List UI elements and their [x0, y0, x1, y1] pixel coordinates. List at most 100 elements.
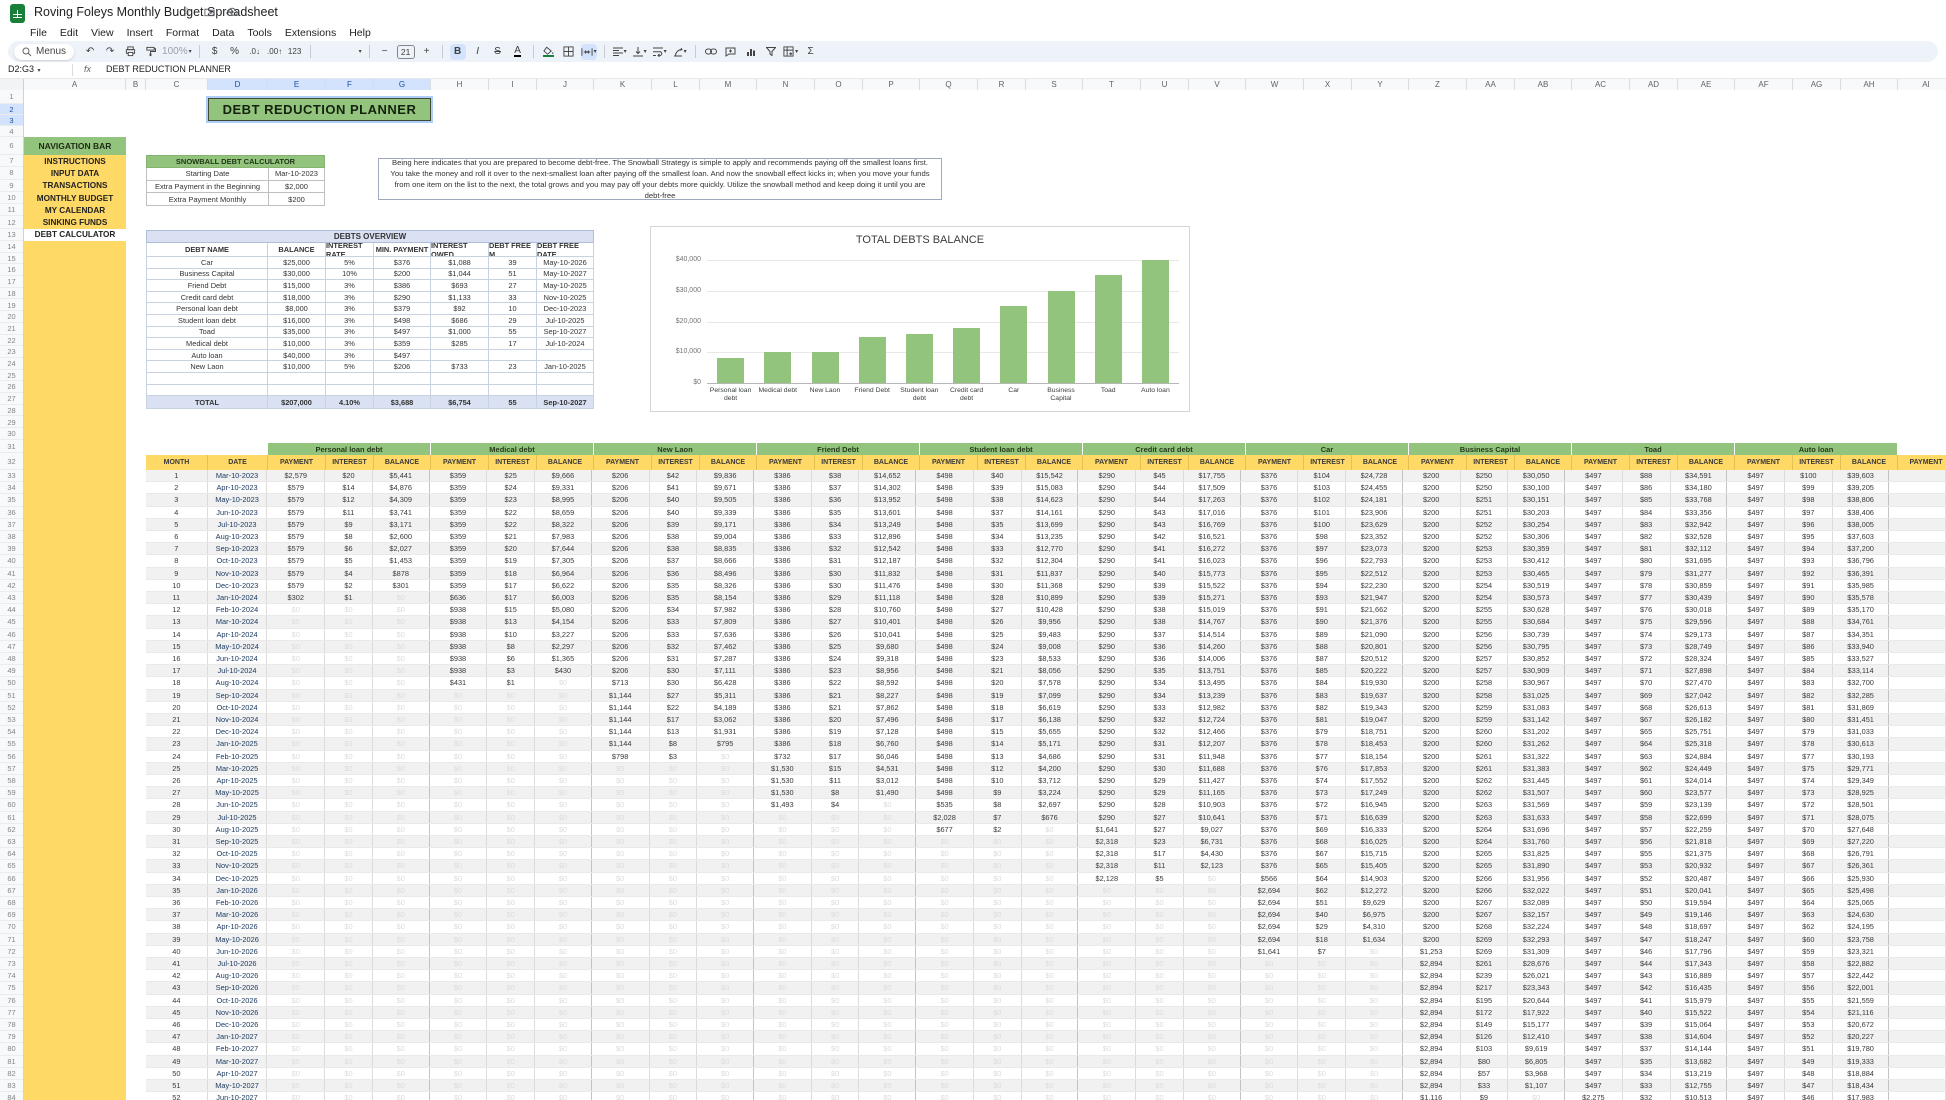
row-header-56[interactable]: 56 [0, 751, 23, 763]
cell[interactable]: $498 [916, 482, 974, 493]
cell[interactable]: $18 [487, 568, 535, 579]
cell[interactable]: $498 [916, 751, 974, 762]
cell[interactable]: $0 [592, 1068, 650, 1079]
cell[interactable]: $30,306 [1508, 531, 1565, 542]
cell[interactable]: $33,527 [1833, 653, 1890, 664]
cell[interactable]: $0 [535, 751, 592, 762]
row-header-27[interactable]: 27 [0, 393, 23, 405]
cell[interactable]: $19 [812, 726, 860, 737]
cell[interactable]: $497 [1727, 677, 1785, 688]
cell[interactable]: $206 [592, 531, 650, 542]
cell[interactable] [1889, 665, 1946, 676]
cell[interactable]: $290 [1078, 604, 1136, 615]
cell[interactable]: $566 [1241, 873, 1299, 884]
cell[interactable]: $22 [650, 702, 698, 713]
cell[interactable]: $0 [1078, 1092, 1136, 1100]
cell[interactable]: $0 [1078, 897, 1136, 908]
cell[interactable]: $0 [754, 873, 812, 884]
cell[interactable]: $24,630 [1833, 909, 1890, 920]
cell[interactable]: $0 [592, 934, 650, 945]
cell[interactable]: $0 [859, 812, 916, 823]
cell[interactable]: Dec-10-2025 [208, 873, 268, 884]
cell[interactable]: $100 [1785, 470, 1833, 481]
overview-cell[interactable] [146, 385, 268, 397]
cell[interactable]: $68 [1623, 702, 1671, 713]
cell[interactable]: $497 [1565, 824, 1623, 835]
cell[interactable]: $0 [487, 751, 535, 762]
cell[interactable]: $0 [325, 787, 373, 798]
cell[interactable]: $0 [697, 787, 754, 798]
cell[interactable]: $4 [325, 568, 373, 579]
functions-button[interactable]: Σ [803, 44, 819, 60]
cell[interactable]: $9,666 [535, 470, 592, 481]
overview-cell[interactable] [537, 350, 594, 362]
cell[interactable]: $497 [1565, 629, 1623, 640]
cell[interactable]: $0 [812, 885, 860, 896]
cell[interactable]: $55 [1785, 995, 1833, 1006]
cell[interactable]: $498 [916, 543, 974, 554]
cell[interactable]: $200 [1403, 531, 1461, 542]
cell[interactable]: $376 [1241, 775, 1299, 786]
cell[interactable]: $497 [1565, 592, 1623, 603]
cell[interactable]: $290 [1078, 775, 1136, 786]
cell[interactable]: $96 [1785, 519, 1833, 530]
cell[interactable]: $376 [1241, 555, 1299, 566]
cell[interactable]: $0 [592, 812, 650, 823]
cell[interactable]: $1,453 [373, 555, 430, 566]
menu-help[interactable]: Help [349, 27, 371, 41]
cell[interactable]: $290 [1078, 641, 1136, 652]
cell[interactable]: $0 [974, 909, 1022, 920]
cell[interactable]: $0 [325, 763, 373, 774]
cell[interactable]: $0 [1136, 885, 1184, 896]
sidebar-item-input-data[interactable]: INPUT DATA [24, 167, 126, 179]
cell[interactable]: $13,699 [1022, 519, 1079, 530]
cell[interactable]: Nov-10-2025 [208, 860, 268, 871]
cell[interactable]: $0 [1136, 995, 1184, 1006]
cell[interactable]: $254 [1461, 592, 1509, 603]
row-header-31[interactable]: 31 [0, 440, 23, 453]
cell[interactable]: $5,080 [535, 604, 592, 615]
cell[interactable]: $497 [1727, 970, 1785, 981]
cell[interactable]: $42 [1136, 531, 1184, 542]
overview-cell[interactable]: 17 [489, 338, 537, 350]
cell[interactable]: $798 [592, 751, 650, 762]
cell[interactable]: $497 [1565, 494, 1623, 505]
cell[interactable]: $376 [1241, 848, 1299, 859]
cell[interactable]: 27 [146, 787, 208, 798]
cell[interactable]: $0 [267, 1019, 325, 1030]
cell[interactable]: $172 [1461, 1007, 1509, 1018]
cell[interactable]: $0 [1136, 946, 1184, 957]
cell[interactable]: $0 [325, 995, 373, 1006]
cell[interactable]: $0 [267, 1056, 325, 1067]
cell[interactable]: $18,884 [1833, 1068, 1890, 1079]
cell[interactable]: $11 [1136, 860, 1184, 871]
overview-cell[interactable]: 3% [326, 292, 374, 304]
cell[interactable]: $376 [1241, 653, 1299, 664]
cell[interactable]: $200 [1403, 604, 1461, 615]
cell[interactable]: May-10-2024 [208, 641, 268, 652]
cell[interactable]: $31,383 [1508, 763, 1565, 774]
cell[interactable]: $20 [487, 543, 535, 554]
cell[interactable]: $8,666 [697, 555, 754, 566]
cell[interactable]: $0 [974, 1043, 1022, 1054]
cell[interactable]: $0 [859, 1056, 916, 1067]
cell[interactable]: $0 [697, 1080, 754, 1091]
cell[interactable]: $0 [592, 897, 650, 908]
cell[interactable]: $31,202 [1508, 726, 1565, 737]
row-header-83[interactable]: 83 [0, 1080, 23, 1092]
cell[interactable]: $32,285 [1833, 690, 1890, 701]
row-header-58[interactable]: 58 [0, 775, 23, 787]
cell[interactable]: $0 [1022, 836, 1079, 847]
cell[interactable]: $0 [859, 897, 916, 908]
cell[interactable]: $290 [1078, 543, 1136, 554]
cell[interactable]: $30 [812, 580, 860, 591]
cell[interactable]: $0 [650, 787, 698, 798]
cell[interactable]: $13,682 [1671, 1056, 1728, 1067]
cell[interactable]: $0 [916, 1007, 974, 1018]
cell[interactable]: $0 [592, 921, 650, 932]
cell[interactable]: $386 [754, 738, 812, 749]
cell[interactable]: $17,983 [1833, 1092, 1890, 1100]
cell[interactable]: $0 [535, 982, 592, 993]
cell[interactable]: 11 [146, 592, 208, 603]
cell[interactable]: $16,023 [1184, 555, 1241, 566]
